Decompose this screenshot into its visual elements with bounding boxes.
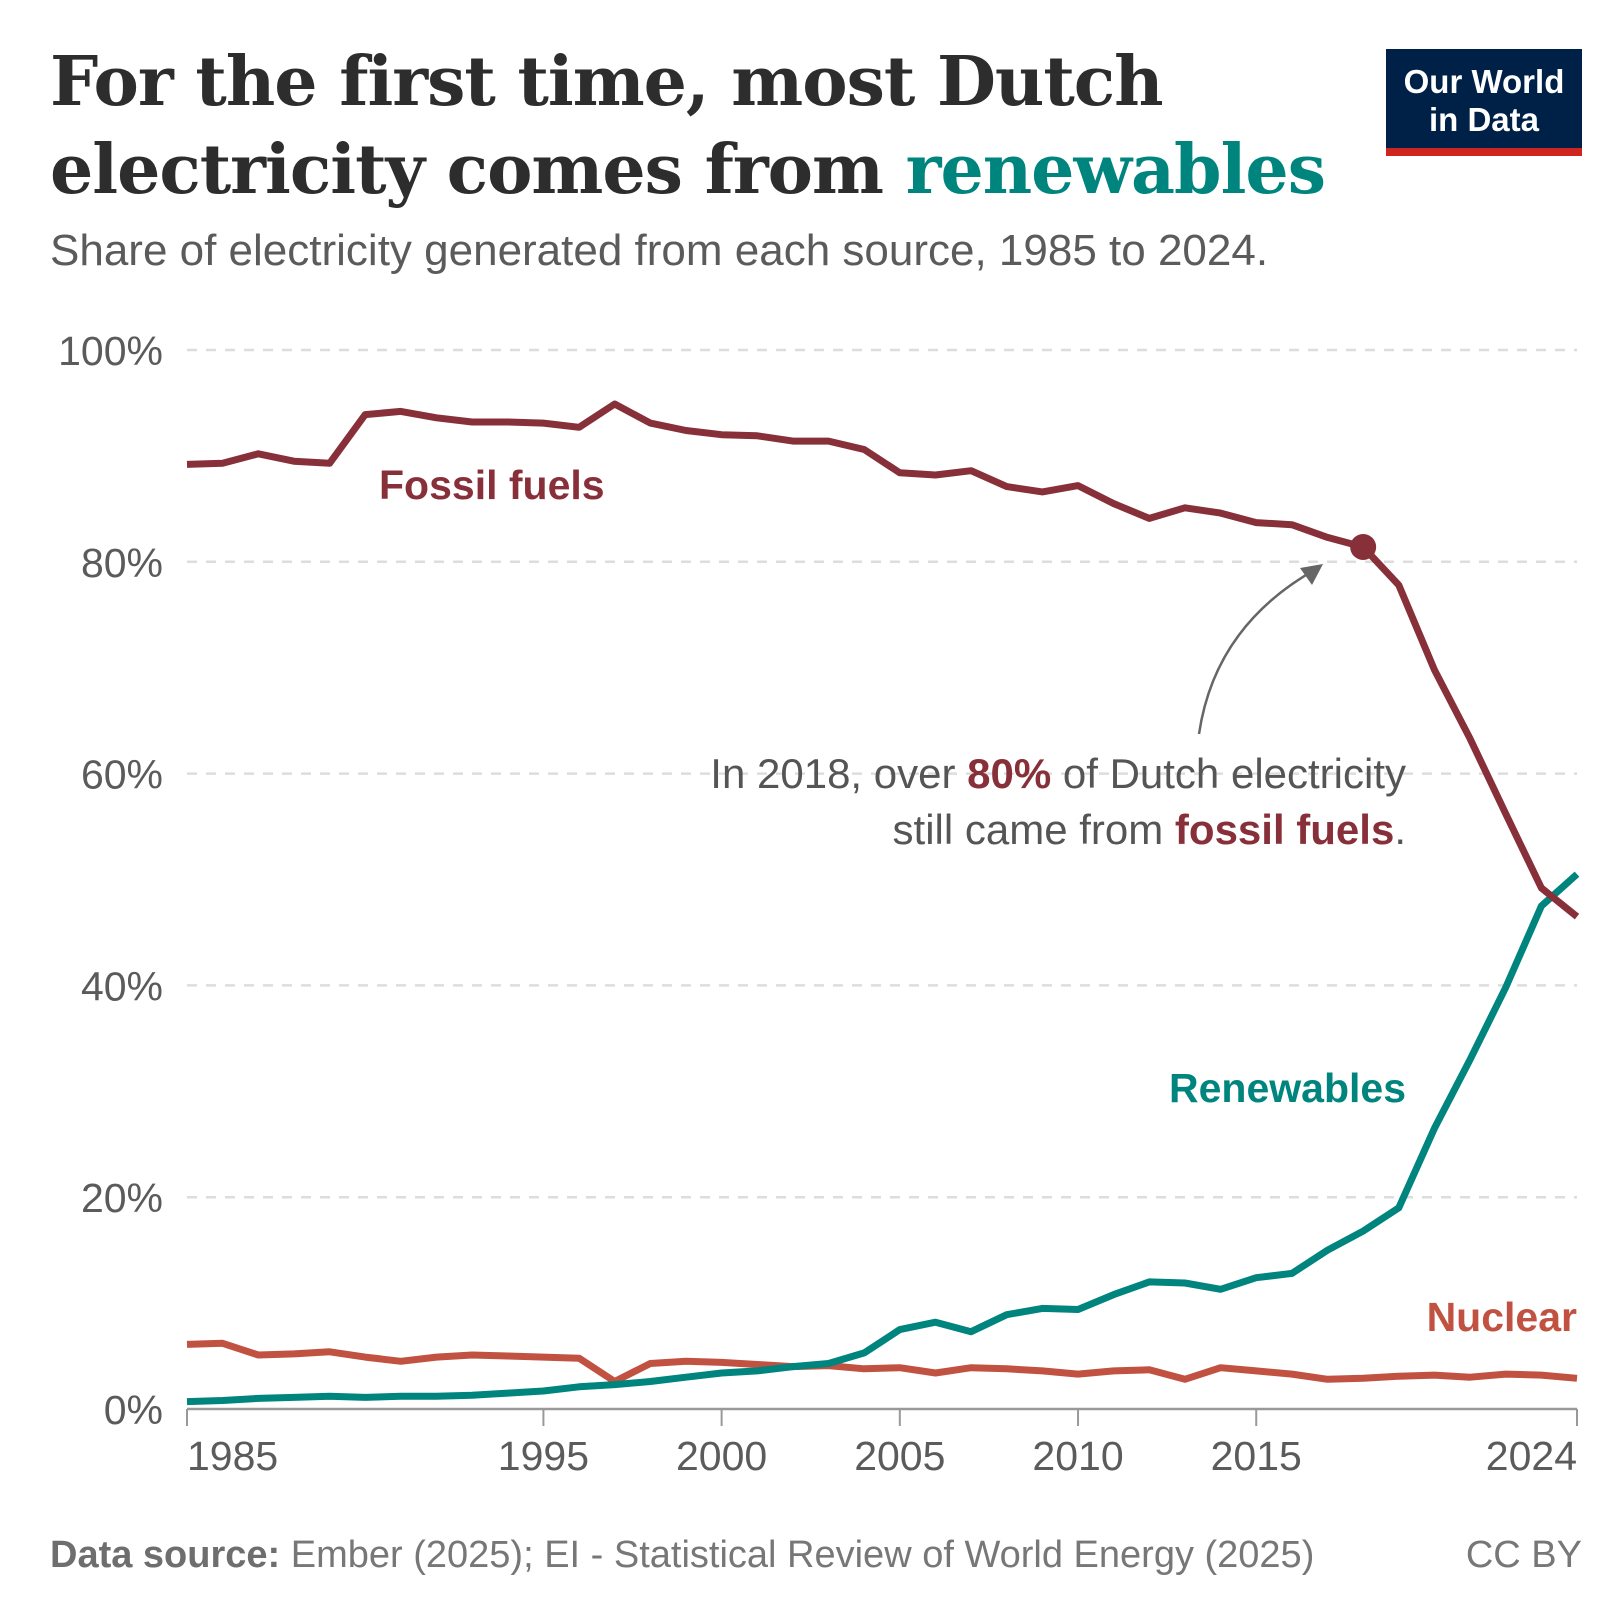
- annotation-part: still came from: [892, 806, 1175, 853]
- owid-logo[interactable]: Our World in Data: [1386, 49, 1582, 156]
- chart-title: For the first time, most Dutch electrici…: [50, 38, 1326, 214]
- series-line-fossil-fuels[interactable]: [186, 400, 1580, 920]
- series-line-renewables[interactable]: [186, 871, 1580, 1406]
- annotation-arrow: [1197, 566, 1319, 735]
- x-tick-label: 2010: [1032, 1433, 1123, 1479]
- annotation-highlight: fossil fuels: [1174, 806, 1395, 853]
- x-tick-label: 2024: [1486, 1433, 1577, 1479]
- highlight-point-2018[interactable]: [1350, 533, 1377, 560]
- data-source: Data source: Ember (2025); EI - Statisti…: [50, 1534, 1314, 1577]
- license[interactable]: CC BY: [1465, 1534, 1582, 1576]
- y-tick-label: 0%: [104, 1387, 163, 1433]
- x-tick-label: 1985: [187, 1433, 278, 1479]
- y-tick-label: 20%: [81, 1175, 163, 1221]
- x-axis: 1985 1995 2000 2005 2010 2015 2024: [186, 1407, 1578, 1479]
- title-highlight: renewables: [905, 130, 1326, 210]
- x-tick-label: 1995: [498, 1433, 589, 1479]
- x-tick-label: 2005: [854, 1433, 945, 1479]
- annotation-highlight: 80%: [967, 750, 1052, 797]
- series-line-nuclear[interactable]: [186, 1339, 1578, 1385]
- title-line-1: For the first time, most Dutch: [50, 42, 1164, 122]
- annotation-text: In 2018, over 80% of Dutch electricity s…: [710, 746, 1406, 858]
- annotation-part: of Dutch electricity: [1051, 750, 1406, 797]
- x-tick-label: 2015: [1211, 1433, 1302, 1479]
- label-renewables: Renewables: [1169, 1065, 1406, 1111]
- y-tick-label: 60%: [81, 752, 163, 798]
- gridlines: 0% 20% 40% 60% 80% 100%: [58, 328, 1577, 1433]
- x-tick-label: 2000: [676, 1433, 767, 1479]
- y-tick-label: 100%: [58, 328, 163, 374]
- source-label: Data source:: [50, 1534, 281, 1576]
- title-line-2: electricity comes from: [50, 130, 906, 210]
- logo-line-1: Our World: [1403, 63, 1565, 100]
- label-nuclear: Nuclear: [1426, 1294, 1577, 1340]
- logo-line-2: in Data: [1428, 101, 1540, 138]
- arrow-head-icon: [1300, 564, 1323, 585]
- label-fossil-fuels: Fossil fuels: [379, 462, 605, 508]
- y-tick-label: 40%: [81, 963, 163, 1009]
- chart-subtitle: Share of electricity generated from each…: [50, 226, 1269, 275]
- y-tick-label: 80%: [81, 540, 163, 586]
- annotation-part: In 2018, over: [710, 750, 968, 797]
- source-text[interactable]: Ember (2025); EI - Statistical Review of…: [280, 1534, 1315, 1576]
- annotation-part: .: [1394, 806, 1406, 853]
- series-lines: [186, 400, 1580, 1406]
